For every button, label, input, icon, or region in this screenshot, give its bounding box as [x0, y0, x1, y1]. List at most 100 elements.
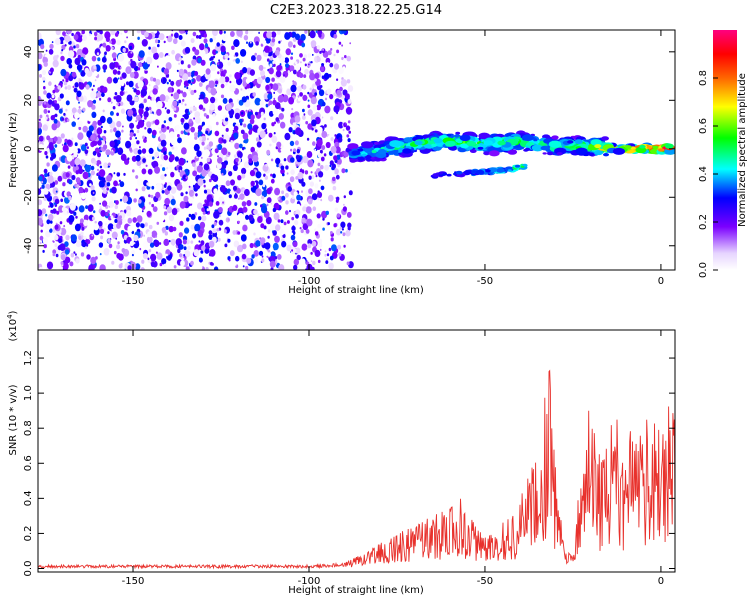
heatmap-cell [69, 202, 76, 211]
heatmap-cell [60, 133, 65, 139]
heatmap-cell [227, 169, 230, 173]
heatmap-cell [197, 202, 203, 210]
heatmap-cell [78, 106, 81, 109]
snr-y-tick-label: 1.0 [23, 385, 34, 401]
heatmap-cell [147, 50, 152, 56]
heatmap-cell [87, 149, 90, 152]
heatmap-cell [171, 146, 175, 150]
heatmap-cell [42, 124, 48, 132]
heatmap-cell [192, 184, 196, 188]
heatmap-cell [71, 137, 74, 141]
heatmap-cell [312, 141, 316, 146]
heatmap-cell [92, 191, 95, 195]
heatmap-cell [89, 233, 95, 241]
figure-title: C2E3.2023.318.22.25.G14 [270, 3, 442, 18]
heatmap-cell [128, 80, 134, 88]
heatmap-cell [67, 165, 71, 169]
heatmap-cell [88, 33, 92, 37]
heatmap-cell [51, 123, 58, 131]
heatmap-cell [38, 199, 43, 206]
heatmap-cell [286, 244, 292, 252]
heatmap-cell [297, 95, 300, 98]
heatmap-cell [43, 130, 46, 133]
heatmap-cell [82, 125, 88, 133]
heatmap-cell [249, 69, 255, 76]
heatmap-cell [299, 227, 302, 230]
heatmap-cell [250, 114, 255, 120]
heatmap-cell [116, 172, 121, 177]
heatmap-cell [273, 97, 276, 100]
heatmap-cell [164, 173, 167, 177]
heatmap-cell [168, 225, 174, 233]
heatmap-cell [142, 241, 149, 249]
heatmap-cell [109, 40, 112, 44]
heatmap-cell [188, 141, 194, 149]
heatmap-cell [148, 46, 151, 50]
heatmap-cell [163, 263, 167, 268]
heatmap-cell [188, 213, 192, 218]
heatmap-cell [66, 191, 71, 197]
heatmap-cell [127, 217, 133, 224]
heatmap-cell [270, 173, 273, 177]
heatmap-cell [146, 154, 149, 158]
heatmap-cell [168, 214, 175, 222]
heatmap-cell [94, 220, 97, 224]
heatmap-cell [93, 223, 99, 231]
heatmap-cell [334, 207, 339, 212]
heatmap-cell [330, 126, 333, 129]
heatmap-cell [94, 36, 98, 41]
heatmap-cell [193, 106, 197, 112]
heatmap-cell [333, 168, 339, 175]
heatmap-cell [252, 154, 259, 163]
heatmap-cell [141, 210, 144, 213]
heatmap-cell [189, 110, 193, 114]
heatmap-cell [99, 165, 103, 169]
heatmap-cell [71, 174, 76, 181]
snr-frame [37, 329, 676, 573]
heatmap-cell [221, 172, 224, 176]
heatmap-cell [182, 91, 187, 98]
heatmap-cell [343, 203, 345, 206]
heatmap-cell [46, 252, 51, 259]
heatmap-cell [65, 78, 69, 83]
heatmap-cell [330, 116, 334, 121]
heatmap-cell [301, 42, 306, 48]
heatmap-cell [146, 182, 150, 186]
heatmap-cell [258, 31, 260, 34]
heatmap-cell [150, 261, 156, 267]
heatmap-cell [49, 67, 54, 73]
heatmap-cell [348, 130, 352, 134]
colorbar-tick-label: 0.4 [698, 166, 709, 182]
heatmap-cell [324, 124, 327, 128]
heatmap-cell [303, 54, 308, 59]
heatmap-cell [93, 113, 97, 118]
heatmap-cell [147, 98, 151, 104]
heatmap-cell [149, 109, 153, 113]
heatmap-cell [221, 147, 228, 156]
heatmap-cell [88, 125, 94, 132]
heatmap-cell [324, 164, 329, 171]
heatmap-cell [232, 59, 235, 62]
heatmap-cell [93, 210, 96, 214]
heatmap-cell [347, 138, 351, 143]
heatmap-cell [437, 132, 444, 136]
heatmap-cell [497, 140, 506, 146]
heatmap-cell [206, 208, 210, 212]
heatmap-cell [460, 143, 469, 149]
heatmap-cell [158, 33, 165, 41]
heatmap-cell [38, 257, 43, 263]
heatmap-cell [211, 173, 216, 179]
heatmap-cell [340, 79, 347, 87]
heatmap-cell [293, 258, 299, 266]
heatmap-cell [357, 156, 365, 161]
heatmap-cell [133, 133, 136, 137]
heatmap-cell [85, 243, 89, 247]
heatmap-x-axis-label: Height of straight line (km) [288, 285, 424, 296]
heatmap-cell [109, 128, 113, 133]
heatmap-cell [68, 195, 72, 201]
heatmap-cell [318, 89, 325, 97]
heatmap-cell [150, 194, 154, 199]
heatmap-cell [179, 201, 186, 209]
heatmap-cell [220, 94, 225, 99]
